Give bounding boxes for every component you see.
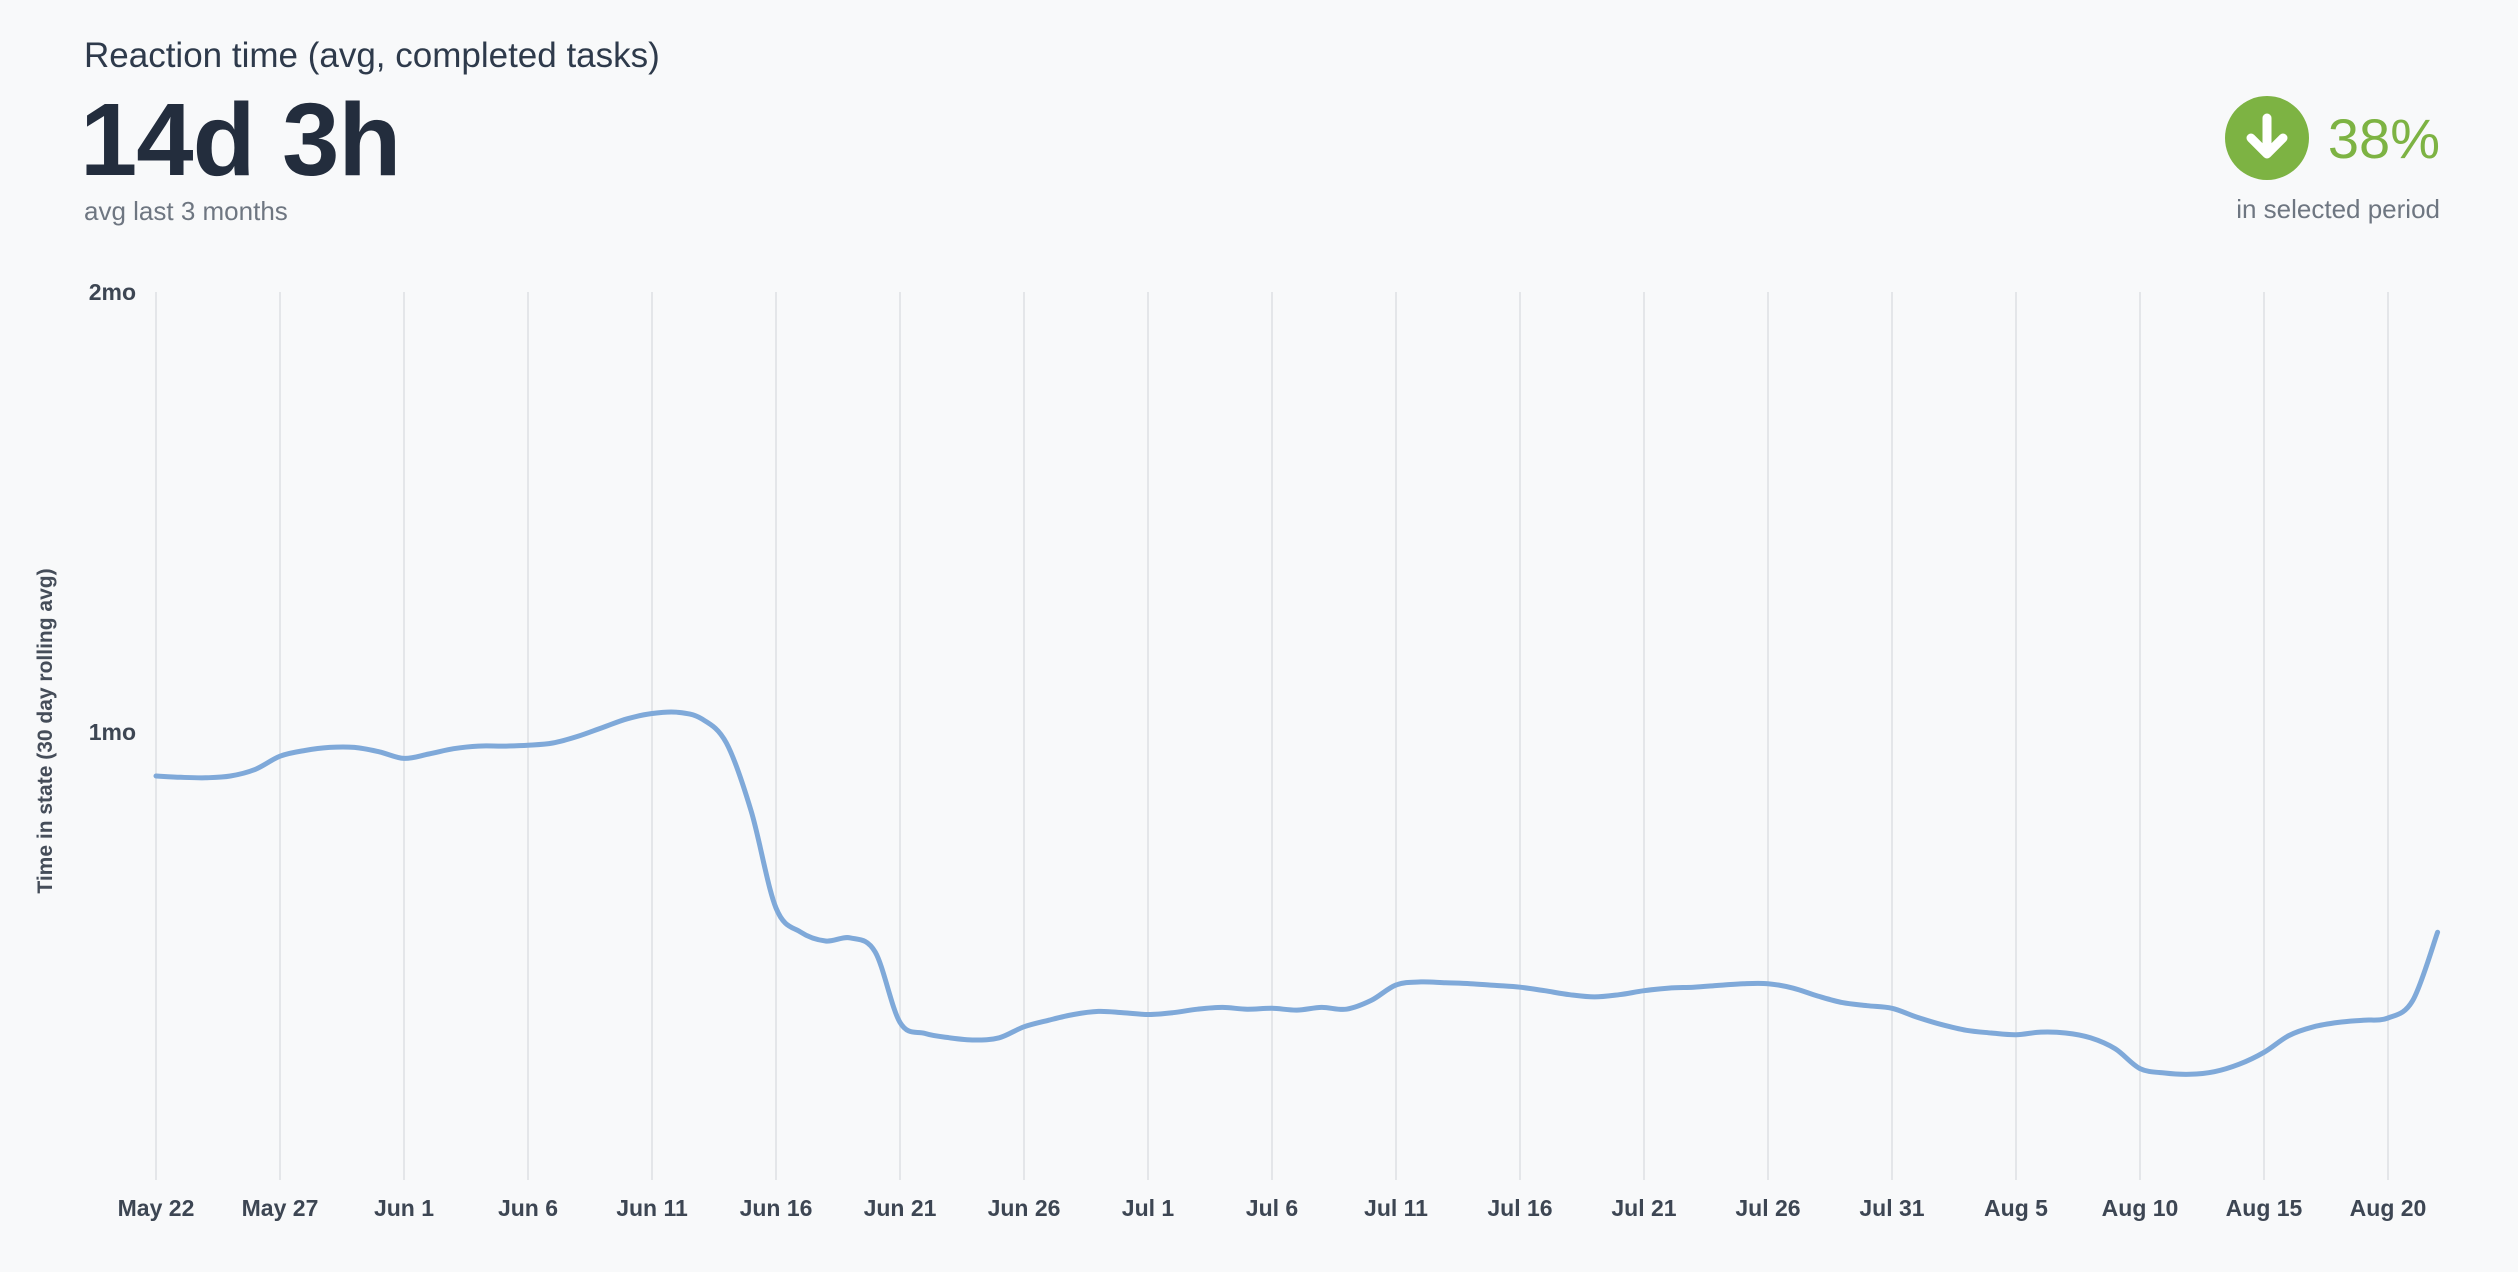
series-line bbox=[153, 709, 2441, 1077]
metric-value: 14d 3h bbox=[80, 82, 401, 197]
x-tick-label: Jun 6 bbox=[498, 1195, 558, 1221]
delta-value: 38% bbox=[2327, 106, 2440, 170]
x-tick-label: Jul 16 bbox=[1487, 1195, 1552, 1221]
delta-block: 38% in selected period bbox=[2224, 96, 2440, 225]
delta-icon-arrow bbox=[2246, 113, 2288, 159]
delta-row: 38% bbox=[2224, 96, 2440, 180]
x-tick-label: Aug 15 bbox=[2226, 1195, 2303, 1221]
x-tick-label: Jun 21 bbox=[864, 1195, 937, 1221]
arrow-down-circle-icon bbox=[2224, 96, 2309, 180]
x-tick-label: Jul 26 bbox=[1735, 1195, 1800, 1221]
widget-title: Reaction time (avg, completed tasks) bbox=[84, 36, 660, 75]
metric-caption: avg last 3 months bbox=[84, 196, 288, 226]
x-tick-label: Jul 6 bbox=[1246, 1195, 1298, 1221]
x-tick-label: Jun 26 bbox=[988, 1195, 1061, 1221]
x-tick-label: May 22 bbox=[118, 1195, 195, 1221]
x-tick-label: Jul 31 bbox=[1859, 1195, 1924, 1221]
x-tick-label: Jul 1 bbox=[1122, 1195, 1175, 1221]
x-tick-label: Aug 10 bbox=[2102, 1195, 2179, 1221]
y-tick-label: 1mo bbox=[89, 719, 136, 745]
x-tick-label: Jun 16 bbox=[740, 1195, 813, 1221]
delta-caption: in selected period bbox=[2236, 194, 2440, 224]
x-tick-label: Jul 11 bbox=[1364, 1195, 1428, 1221]
x-tick-label: Jun 1 bbox=[374, 1195, 434, 1221]
x-tick-label: Jun 11 bbox=[616, 1195, 688, 1221]
x-tick-label: May 27 bbox=[242, 1195, 319, 1221]
x-tick-label: Aug 20 bbox=[2350, 1195, 2427, 1221]
x-tick-label: Aug 5 bbox=[1984, 1195, 2048, 1221]
y-tick-label: 2mo bbox=[89, 279, 136, 305]
x-tick-label: Jul 21 bbox=[1611, 1195, 1676, 1221]
